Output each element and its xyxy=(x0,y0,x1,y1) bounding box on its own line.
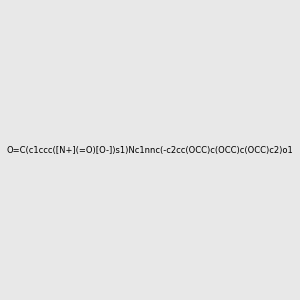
Text: O=C(c1ccc([N+](=O)[O-])s1)Nc1nnc(-c2cc(OCC)c(OCC)c(OCC)c2)o1: O=C(c1ccc([N+](=O)[O-])s1)Nc1nnc(-c2cc(O… xyxy=(7,146,293,154)
